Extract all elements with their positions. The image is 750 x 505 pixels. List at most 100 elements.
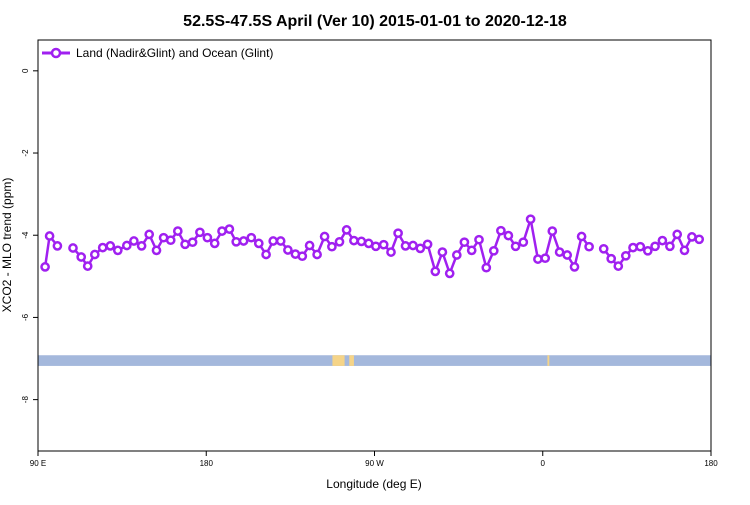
ocean-band [38,355,711,366]
data-point [319,231,330,242]
data-point [635,241,646,252]
data-point [481,262,492,273]
data-point [606,253,617,264]
data-point [180,239,190,250]
data-point [518,237,529,248]
data-point [217,226,227,236]
data-point [510,241,521,252]
data-point [672,229,683,240]
chart-title: 52.5S-47.5S April (Ver 10) 2015-01-01 to… [183,13,567,30]
data-point [195,227,205,238]
data-point [341,225,352,235]
data-point [89,249,100,260]
land-segment [349,355,354,366]
data-point [525,214,536,225]
data-point [466,245,477,256]
data-point [488,245,499,256]
data-point [451,250,462,260]
legend-label: Land (Nadir&Glint) and Ocean (Glint) [76,46,273,60]
data-point [121,240,132,251]
data-point [430,266,441,277]
series-line [43,234,59,268]
data-point [52,241,63,251]
data-point [297,251,308,262]
data-point [129,236,139,246]
data-point [97,242,108,253]
data-point [165,235,176,246]
data-point [694,234,705,245]
y-tick-label: -8 [21,396,30,404]
series-layer [40,214,705,279]
data-point [496,225,506,236]
data-point [283,245,293,255]
data-point [657,235,668,246]
data-point [474,234,484,245]
data-point [253,238,264,249]
x-axis: 90 E 180 90 W 0 180 [30,451,718,468]
x-tick-label: 90 W [365,459,384,468]
data-point [437,247,448,257]
data-point [540,253,551,264]
x-tick-label: 0 [541,459,546,468]
data-point [665,241,675,252]
data-point [144,229,155,240]
x-tick-label: 90 E [30,459,46,468]
data-point [246,232,257,243]
data-point [576,231,587,242]
data-point [334,236,345,247]
data-point [533,254,543,264]
data-point [415,243,426,254]
x-axis-label: Longitude (deg E) [326,477,421,491]
data-point [598,243,609,254]
data-point [44,231,55,241]
data-point [642,245,653,256]
x-tick-label: 180 [704,459,718,468]
data-point [209,238,220,249]
data-point [172,226,183,236]
data-point [459,237,470,248]
y-tick-label: -2 [21,149,30,157]
data-point [620,250,631,261]
data-point [503,230,514,241]
data-point [76,252,87,262]
data-point [151,245,162,256]
data-point [231,236,242,247]
data-point [554,247,565,257]
data-point [304,240,315,251]
legend-marker [50,47,62,59]
land-segment [332,355,345,366]
data-point [386,247,396,257]
data-point [112,245,123,256]
data-point [378,239,389,250]
data-point [187,237,198,248]
y-tick-label: 0 [21,68,30,73]
land-segment [547,355,550,366]
data-point [238,236,249,246]
data-point [562,250,573,260]
y-axis: 0 -2 -4 -6 -8 [21,68,38,403]
data-point [679,245,690,256]
data-point [327,241,337,252]
data-point [569,262,580,272]
data-point [370,241,381,252]
y-tick-label: -6 [21,313,30,321]
data-point [68,243,78,253]
y-tick-label: -4 [21,231,30,239]
legend: Land (Nadir&Glint) and Ocean (Glint) [42,46,273,60]
data-point [261,249,271,260]
data-point [275,236,286,246]
data-point [613,261,624,271]
surface-band [38,355,711,366]
data-point [202,232,213,243]
data-point [136,241,147,251]
data-point [349,235,359,246]
y-axis-label: XCO2 - MLO trend (ppm) [0,178,14,313]
data-point [82,261,93,271]
data-point [547,226,558,236]
data-point [40,262,50,272]
data-point [400,241,411,251]
data-point [268,236,279,246]
data-point [628,242,638,253]
